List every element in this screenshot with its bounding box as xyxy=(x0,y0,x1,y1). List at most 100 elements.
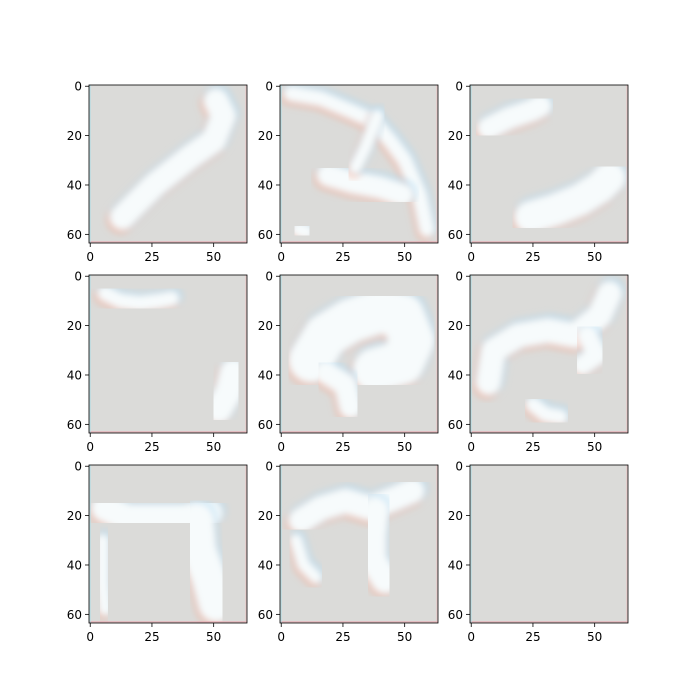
x-tick-label: 50 xyxy=(397,630,412,644)
edge-artifact-right xyxy=(436,275,438,433)
y-tick-label: 60 xyxy=(258,418,273,432)
x-tick-label: 50 xyxy=(587,250,602,264)
x-tick-label: 50 xyxy=(587,630,602,644)
x-tick-label: 25 xyxy=(525,250,540,264)
heatmap-blob xyxy=(521,392,572,429)
edge-artifact-left xyxy=(280,85,282,243)
edge-artifact-bottom xyxy=(89,431,247,433)
edge-artifact-right xyxy=(626,85,628,243)
heatmap-blob xyxy=(284,284,438,397)
y-tick-label: 0 xyxy=(265,270,273,284)
edge-artifact-left xyxy=(89,275,91,433)
y-tick-label: 40 xyxy=(67,178,82,192)
axes-frame xyxy=(469,84,629,244)
edge-artifact-right xyxy=(626,275,628,433)
edge-artifact-bottom xyxy=(89,241,247,243)
edge-artifact-right xyxy=(626,465,628,623)
x-tick-label: 0 xyxy=(86,250,94,264)
blob-core xyxy=(289,534,322,584)
blob-core xyxy=(291,222,314,240)
heatmap-blobs xyxy=(89,490,238,623)
blob-core xyxy=(317,164,414,206)
x-tick-label: 25 xyxy=(525,440,540,454)
y-tick-label: 20 xyxy=(258,319,273,333)
heatmap-blobs xyxy=(93,281,247,428)
edge-artifact-left xyxy=(89,465,91,623)
axes-frame xyxy=(88,464,248,624)
axes-frame xyxy=(279,464,439,624)
x-tick-label: 50 xyxy=(587,440,602,454)
y-tick-label: 60 xyxy=(448,608,463,622)
x-tick-label: 0 xyxy=(277,440,285,454)
y-tick-label: 40 xyxy=(448,558,463,572)
x-tick-label: 0 xyxy=(277,250,285,264)
axes-frame xyxy=(469,464,629,624)
y-tick-label: 40 xyxy=(67,368,82,382)
heatmap-blobs xyxy=(284,284,438,423)
y-tick-label: 40 xyxy=(258,558,273,572)
heatmap-panel: 0 25 50 0 20 40 60 xyxy=(258,80,439,264)
edge-artifact-bottom xyxy=(470,621,628,623)
blob-core xyxy=(288,288,435,393)
y-tick-label: 60 xyxy=(67,228,82,242)
edge-artifact-left xyxy=(470,465,472,623)
y-tick-label: 60 xyxy=(258,228,273,242)
edge-artifact-right xyxy=(245,85,247,243)
y-tick-label: 40 xyxy=(448,368,463,382)
blob-core xyxy=(572,325,607,375)
heatmap-blob xyxy=(92,529,116,621)
heatmap-blob xyxy=(473,90,556,144)
blob-core xyxy=(179,503,234,622)
blob-core xyxy=(525,397,568,425)
edge-artifact-left xyxy=(280,465,282,623)
y-tick-label: 0 xyxy=(74,460,82,474)
y-tick-label: 0 xyxy=(455,270,463,284)
edge-artifact-bottom xyxy=(280,621,438,623)
edge-artifact-right xyxy=(245,465,247,623)
edge-artifact-left xyxy=(89,85,91,243)
blob-core xyxy=(97,286,180,311)
blob-core xyxy=(109,88,236,230)
heatmap-blobs xyxy=(473,90,628,238)
heatmap-blobs xyxy=(284,474,429,598)
blob-core xyxy=(314,361,362,419)
x-tick-label: 0 xyxy=(86,440,94,454)
y-tick-label: 60 xyxy=(448,418,463,432)
edge-artifact-right xyxy=(245,275,247,433)
y-tick-label: 60 xyxy=(67,418,82,432)
y-tick-label: 20 xyxy=(448,129,463,143)
y-tick-label: 0 xyxy=(74,270,82,284)
edge-artifact-bottom xyxy=(470,241,628,243)
blob-core xyxy=(476,281,622,395)
blob-core xyxy=(288,478,425,533)
heatmap-blobs xyxy=(105,85,240,234)
edge-artifact-left xyxy=(470,85,472,243)
heatmap-blob xyxy=(287,217,318,243)
axes-frame xyxy=(88,84,248,244)
edge-artifact-bottom xyxy=(470,431,628,433)
x-tick-label: 25 xyxy=(144,250,159,264)
blob-core xyxy=(514,161,626,234)
y-tick-label: 0 xyxy=(74,80,82,94)
blob-core xyxy=(477,94,552,140)
x-tick-label: 50 xyxy=(397,250,412,264)
heatmap-blob xyxy=(201,354,247,428)
x-tick-label: 25 xyxy=(335,630,350,644)
x-tick-label: 0 xyxy=(86,630,94,644)
heatmap-panel: 0 25 50 0 20 40 60 xyxy=(448,270,629,454)
x-tick-label: 50 xyxy=(206,630,221,644)
axes-frame xyxy=(279,274,439,434)
y-tick-label: 20 xyxy=(67,319,82,333)
y-tick-label: 40 xyxy=(67,558,82,572)
edge-artifact-bottom xyxy=(280,241,438,243)
x-tick-label: 25 xyxy=(144,630,159,644)
edge-artifact-bottom xyxy=(280,431,438,433)
y-tick-label: 20 xyxy=(448,319,463,333)
x-tick-label: 25 xyxy=(335,250,350,264)
heatmap-blobs xyxy=(472,276,626,429)
y-tick-label: 0 xyxy=(265,460,273,474)
y-tick-label: 20 xyxy=(448,509,463,523)
x-tick-label: 50 xyxy=(206,440,221,454)
edge-artifact-left xyxy=(470,275,472,433)
